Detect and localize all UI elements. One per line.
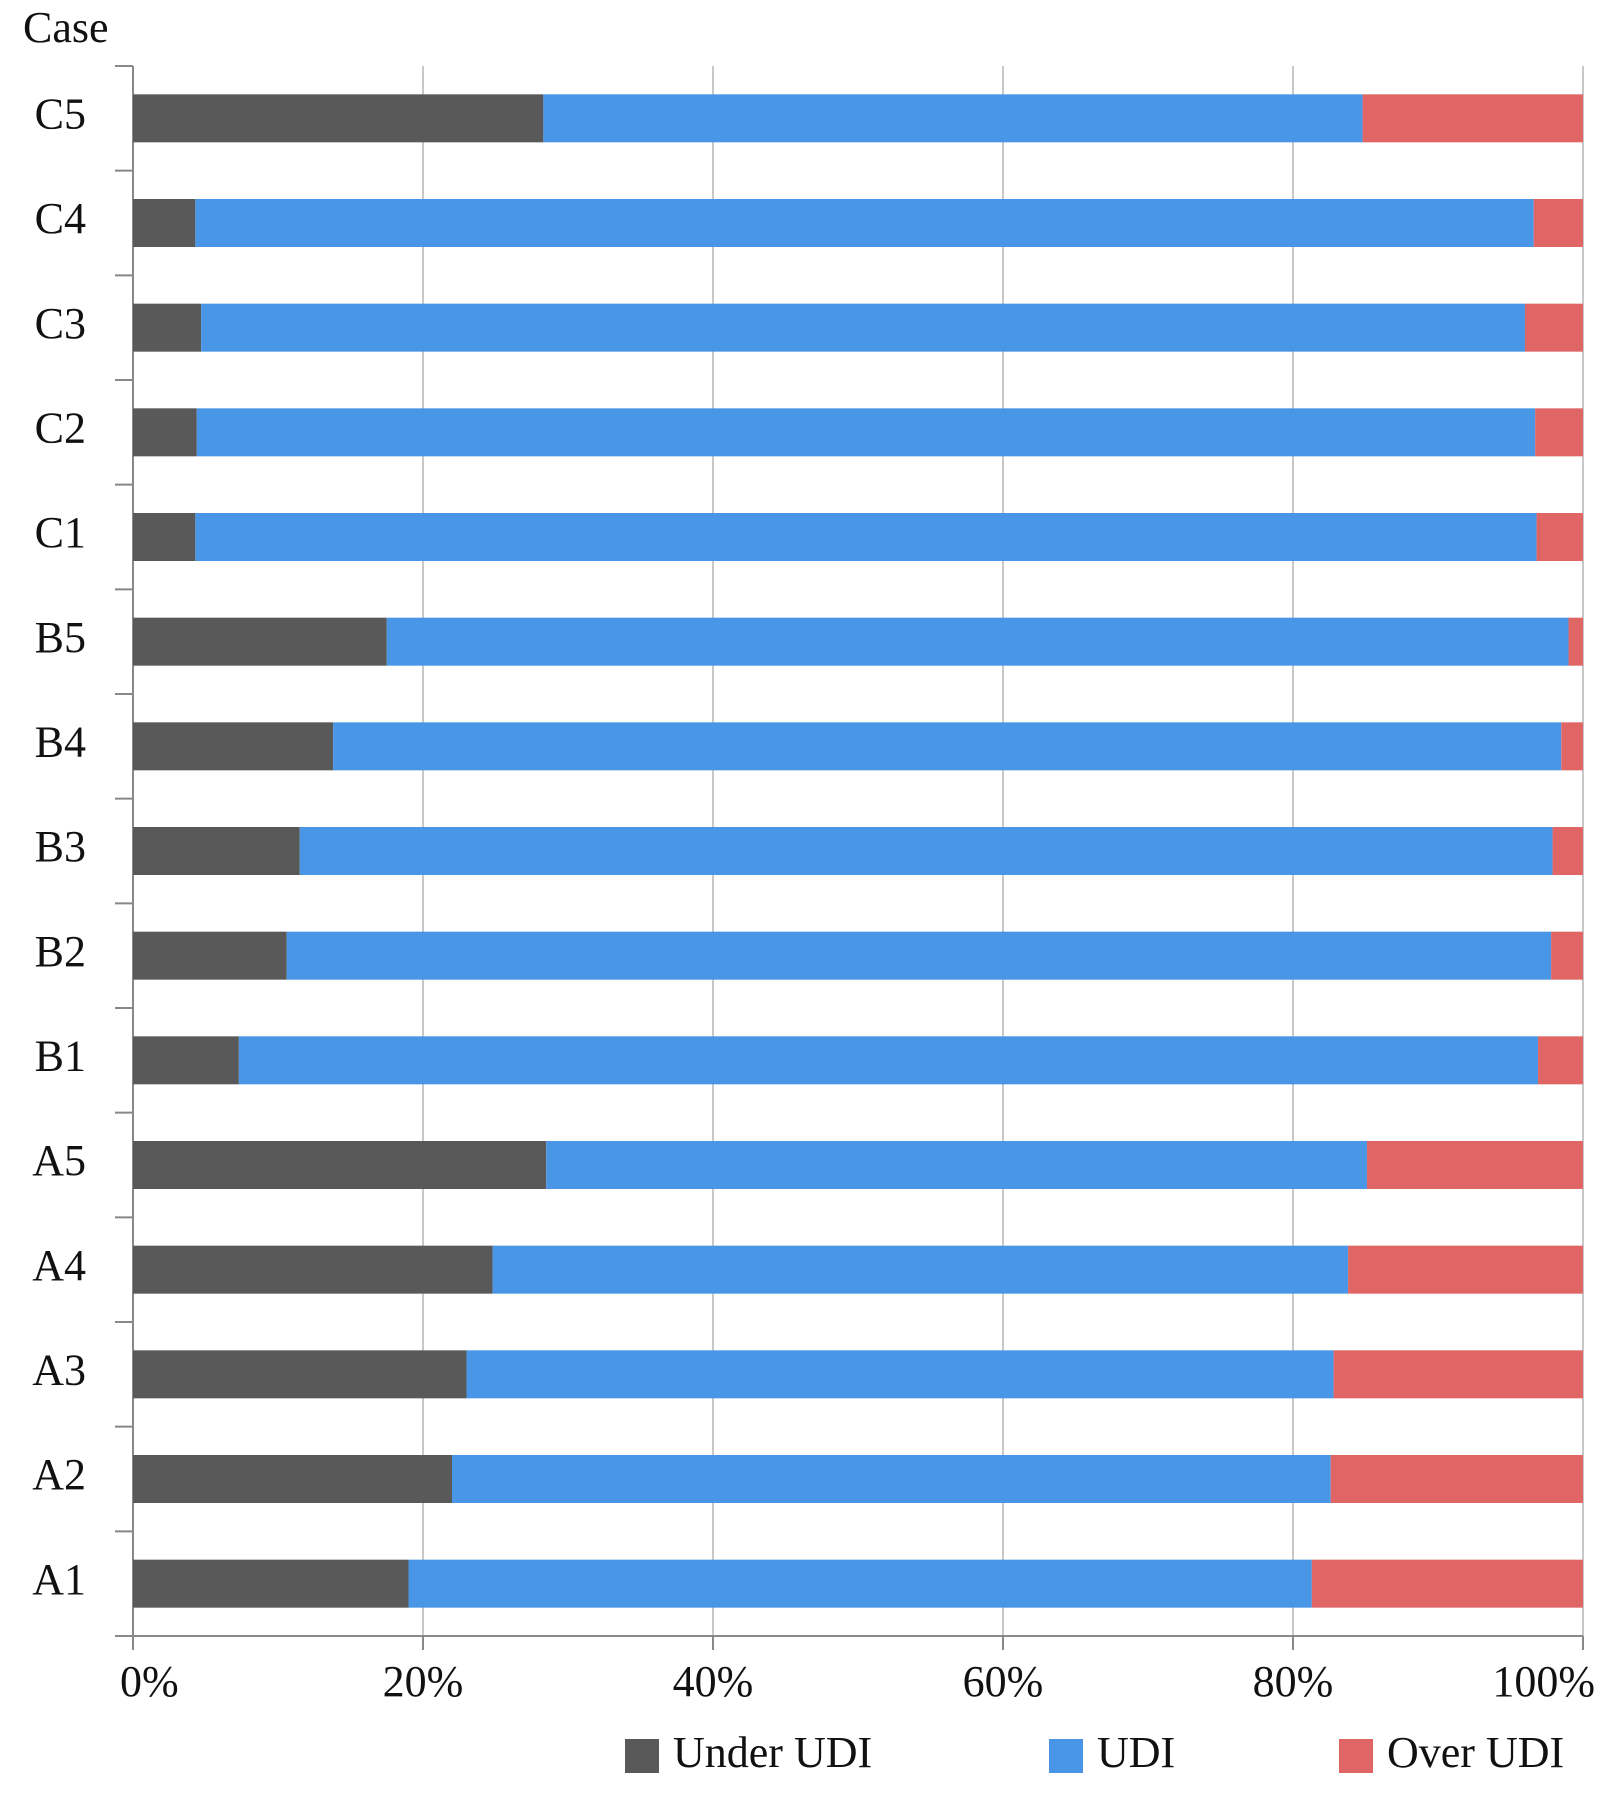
bar-segment	[1311, 1559, 1583, 1608]
bar-segment	[1538, 1036, 1583, 1085]
bar-segment	[133, 408, 197, 457]
y-tick-label: B1	[35, 1031, 86, 1080]
bar-segment	[133, 1245, 493, 1294]
bar-segment	[543, 94, 1363, 143]
bar-segment	[133, 617, 387, 666]
bar-segment	[1362, 94, 1583, 143]
bar-segment	[299, 827, 1553, 875]
legend-swatch	[1049, 1739, 1083, 1773]
bar-segment	[196, 408, 1536, 457]
bar-segment	[1552, 827, 1583, 875]
bar-segment	[492, 1245, 1349, 1294]
x-tick-label: 60%	[963, 1657, 1044, 1706]
bar-segment	[195, 199, 1534, 247]
bar-segment	[238, 1036, 1539, 1085]
legend-label: Under UDI	[673, 1728, 872, 1777]
bar-segment	[1561, 722, 1583, 771]
y-tick-label: A4	[32, 1241, 86, 1290]
y-tick-label: A2	[32, 1450, 86, 1499]
bar-segment	[133, 1455, 452, 1503]
bar-segment	[386, 617, 1569, 666]
legend-swatch	[1339, 1739, 1373, 1773]
bar-segment	[286, 931, 1552, 980]
bar-segment	[133, 722, 334, 771]
bar-segment	[1533, 199, 1583, 247]
bar-segment	[133, 303, 202, 352]
y-tick-label: B4	[35, 717, 86, 766]
y-tick-label: C1	[35, 508, 86, 557]
y-tick-label: C3	[35, 299, 86, 348]
y-tick-label: B5	[35, 613, 86, 662]
x-tick-label: 40%	[673, 1657, 754, 1706]
bar-segment	[1525, 303, 1583, 352]
bar-segment	[133, 1036, 239, 1085]
bar-segment	[1551, 931, 1583, 980]
y-tick-label: A1	[32, 1555, 86, 1604]
bar-segment	[546, 1141, 1367, 1189]
bar-segment	[1366, 1141, 1583, 1189]
x-tick-label: 100%	[1492, 1657, 1595, 1706]
x-tick-label: 20%	[383, 1657, 464, 1706]
bar-segment	[133, 94, 544, 143]
y-tick-label: C4	[35, 194, 86, 243]
x-tick-label: 0%	[120, 1657, 179, 1706]
y-tick-label: B2	[35, 927, 86, 976]
y-tick-label: A5	[32, 1136, 86, 1185]
bar-segment	[1568, 617, 1583, 666]
bar-segment	[133, 1350, 467, 1399]
bar-segment	[466, 1350, 1334, 1399]
bar-segment	[195, 513, 1537, 561]
bar-segment	[133, 1559, 409, 1608]
bar-segment	[1330, 1455, 1583, 1503]
bar-segment	[452, 1455, 1331, 1503]
bar-segment	[133, 931, 287, 980]
legend-swatch	[625, 1739, 659, 1773]
bar-segment	[201, 303, 1525, 352]
bar-segment	[133, 199, 196, 247]
bar-segment	[333, 722, 1562, 771]
bar-segment	[1535, 408, 1583, 457]
legend-label: Over UDI	[1387, 1728, 1564, 1777]
y-axis-label: Case	[23, 3, 109, 52]
y-tick-label: A3	[32, 1345, 86, 1394]
bar-segment	[133, 1141, 547, 1189]
y-tick-label: C2	[35, 403, 86, 452]
bar-segment	[133, 513, 196, 561]
bar-segment	[408, 1559, 1312, 1608]
bar-segment	[1536, 513, 1583, 561]
y-tick-label: C5	[35, 89, 86, 138]
bar-segment	[133, 827, 300, 875]
bar-segment	[1333, 1350, 1583, 1399]
legend-label: UDI	[1097, 1728, 1175, 1777]
y-tick-label: B3	[35, 822, 86, 871]
x-tick-label: 80%	[1253, 1657, 1334, 1706]
bar-segment	[1348, 1245, 1583, 1294]
